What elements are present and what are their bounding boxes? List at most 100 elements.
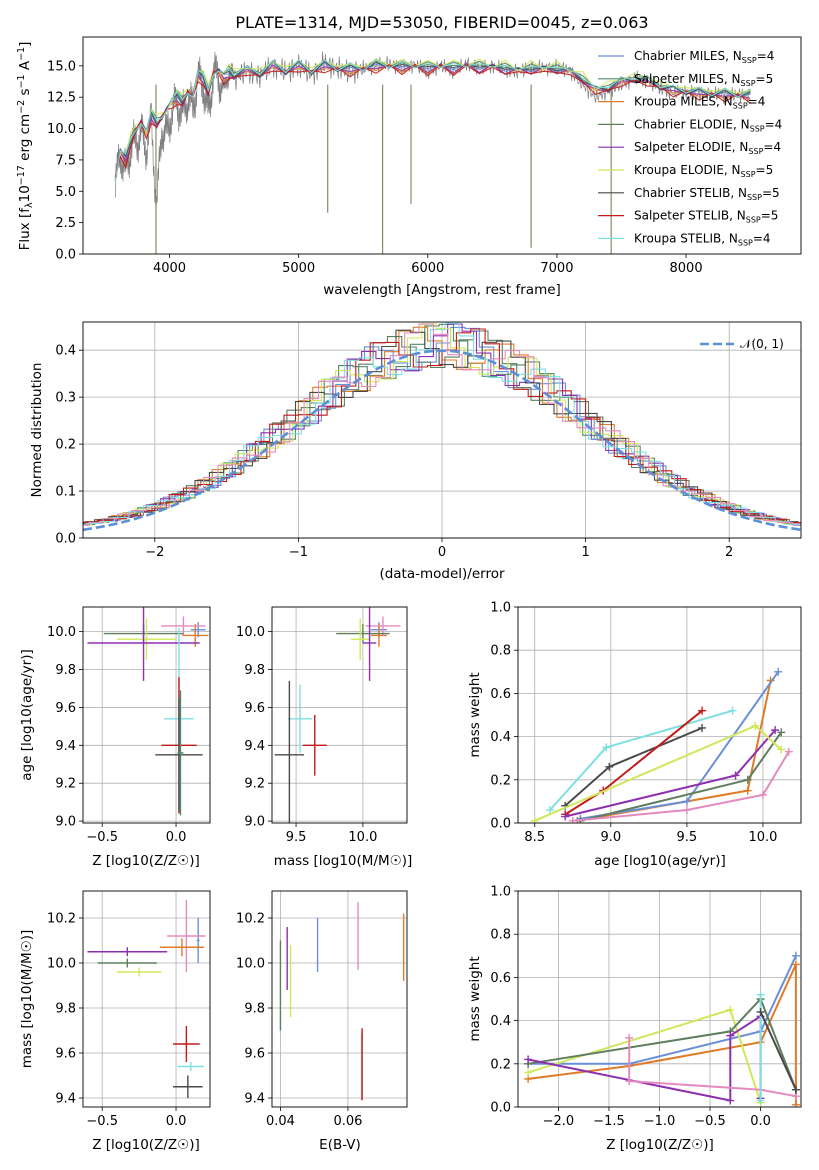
legend-value: =4 <box>765 117 783 131</box>
age_vs_mass-ytick-label: 10.0 <box>236 625 265 640</box>
age_vs_mass-axes <box>268 607 407 827</box>
spectrum-ytick-label: 7.5 <box>55 153 76 168</box>
legend-subscript: SSP <box>748 147 763 156</box>
weight-series-marker <box>625 1033 634 1042</box>
weight_vs_age-ytick-label: 0.2 <box>490 773 511 788</box>
mass_vs_ebv-ytick-label: 10.2 <box>236 912 265 927</box>
weight-series-marker <box>728 706 737 715</box>
age_vs_Z-ytick-label: 9.6 <box>55 701 76 716</box>
age_vs_mass-ytick-label: 9.0 <box>244 815 265 830</box>
weight-series-marker <box>743 775 752 784</box>
mass_vs_ebv-ytick-label: 9.8 <box>244 1002 265 1017</box>
weight-series-marker <box>561 812 570 821</box>
mass-vs-ebv-xlabel: E(B-V) <box>319 1137 361 1153</box>
weight_vs_Z-xtick-label: −1.0 <box>644 1114 676 1129</box>
weight-series-marker <box>784 747 793 756</box>
spectrum-ytick-label: 15.0 <box>47 59 76 74</box>
legend-value: =4 <box>757 49 775 63</box>
mass_vs_Z-plot-area <box>87 900 206 1098</box>
spectrum-xtick-label: 4000 <box>153 261 186 276</box>
age_vs_Z-axes <box>79 607 210 827</box>
weight-series-marker <box>771 726 780 735</box>
mass_vs_ebv-xtick-label: 0.06 <box>333 1114 362 1129</box>
mass_vs_Z-xtick-label: 0.0 <box>166 1114 187 1129</box>
age-vs-Z-ylabel: age [log10(age/yr)] <box>19 649 35 781</box>
weight-series-marker <box>756 1007 765 1016</box>
weight_vs_Z-ytick-label: 1.0 <box>490 885 511 900</box>
mass_vs_ebv-frame <box>271 890 408 1108</box>
weight-series-marker <box>602 743 611 752</box>
figure-title: PLATE=1314, MJD=53050, FIBERID=0045, z=0… <box>235 13 648 32</box>
weight-series-marker <box>726 1096 735 1105</box>
legend-label: Salpeter ELODIE, NSSP=4 <box>634 140 781 156</box>
weight-series-marker <box>751 721 760 730</box>
weight_vs_age-ytick-label: 0.8 <box>490 644 511 659</box>
weight-series-marker <box>682 797 691 806</box>
legend-label: Chabrier STELIB, NSSP=5 <box>634 186 780 202</box>
age_vs_mass-frame <box>271 606 408 824</box>
legend-subscript: SSP <box>742 56 757 65</box>
age_vs_Z-xtick-label: −0.5 <box>86 830 118 845</box>
weight-series-line <box>572 751 790 822</box>
weight-series-marker <box>698 706 707 715</box>
residuals-ytick-label: 0.4 <box>55 344 76 359</box>
age_vs_mass-ytick-label: 9.8 <box>244 663 265 678</box>
weight-series-marker <box>682 806 691 815</box>
spectrum-ylabel-part: s <box>17 88 33 99</box>
weight_vs_Z-xtick-label: −2.0 <box>543 1114 575 1129</box>
legend-label: Kroupa STELIB, NSSP=4 <box>634 231 771 247</box>
spectrum-ylabel-part: −1 <box>16 74 27 88</box>
legend-subscript: SSP <box>741 170 756 179</box>
spectrum-ytick-label: 2.5 <box>55 216 76 231</box>
spectrum-frame <box>82 36 802 255</box>
age_vs_Z-ytick-label: 9.8 <box>55 663 76 678</box>
legend-subscript: SSP <box>733 102 748 111</box>
weight-vs-age-ylabel: mass weight <box>467 672 483 757</box>
mass_vs_ebv-ytick-label: 9.6 <box>244 1047 265 1062</box>
weight_vs_age-xtick-label: 8.5 <box>524 830 545 845</box>
weight_vs_Z-xtick-label: −0.5 <box>694 1114 726 1129</box>
legend-subscript: SSP <box>747 193 762 202</box>
age_vs_Z-ytick-label: 9.4 <box>55 739 76 754</box>
spectrum-ytick-label: 0.0 <box>55 248 76 263</box>
legend-value: =4 <box>748 95 766 109</box>
mass_vs_Z-ytick-label: 10.0 <box>47 957 76 972</box>
weight-series-marker <box>758 790 767 799</box>
residuals-plot-area <box>83 322 801 532</box>
legend-subscript: SSP <box>746 216 761 225</box>
legend-subscript: SSP <box>741 79 756 88</box>
age-vs-mass-xlabel: mass [log10(M/M☉)] <box>274 853 413 869</box>
weight-series-marker <box>726 1005 735 1014</box>
weight-series-marker <box>791 951 800 960</box>
legend-subscript: SSP <box>750 124 765 133</box>
weight_vs_Z-ytick-label: 0.0 <box>490 1101 511 1116</box>
weight-series-marker <box>524 1068 533 1077</box>
weight-series-marker <box>726 1031 735 1040</box>
age_vs_Z-frame <box>82 606 211 824</box>
weight-series-marker <box>545 806 554 815</box>
spectrum-xtick-label: 8000 <box>670 261 703 276</box>
residuals-ytick-label: 0.2 <box>55 438 76 453</box>
spectrum-ylabel-part: A <box>17 60 33 74</box>
weight_vs_age-xtick-label: 9.0 <box>600 830 621 845</box>
weight_vs_age-ytick-label: 1.0 <box>490 601 511 616</box>
spectrum-xtick-label: 6000 <box>411 261 444 276</box>
mass_vs_Z-ytick-label: 9.6 <box>55 1047 76 1062</box>
legend-value: =4 <box>763 140 781 154</box>
age_vs_mass-xtick-label: 10.0 <box>348 830 377 845</box>
age_vs_mass-ytick-label: 9.4 <box>244 739 265 754</box>
spectrum-ylabel: Flux [fλ10−17 erg cm−2 s−1 A−1] <box>16 42 35 251</box>
spectrum-xtick-label: 7000 <box>540 261 573 276</box>
age_vs_Z-ytick-label: 10.0 <box>47 625 76 640</box>
weight-series-marker <box>698 723 707 732</box>
legend-label: Kroupa MILES, NSSP=4 <box>634 95 765 111</box>
mass_vs_Z-ytick-label: 9.4 <box>55 1092 76 1107</box>
spectrum-ylabel-part: −2 <box>16 100 27 114</box>
spectrum-ylabel-part: erg cm <box>17 114 33 165</box>
spectrum-ytick-label: 5.0 <box>55 185 76 200</box>
spectrum-ylabel-part: −17 <box>16 165 27 185</box>
age_vs_Z-xtick-label: 0.0 <box>166 830 187 845</box>
residuals-ytick-label: 0.0 <box>55 532 76 547</box>
weight-series-line <box>628 1037 797 1098</box>
